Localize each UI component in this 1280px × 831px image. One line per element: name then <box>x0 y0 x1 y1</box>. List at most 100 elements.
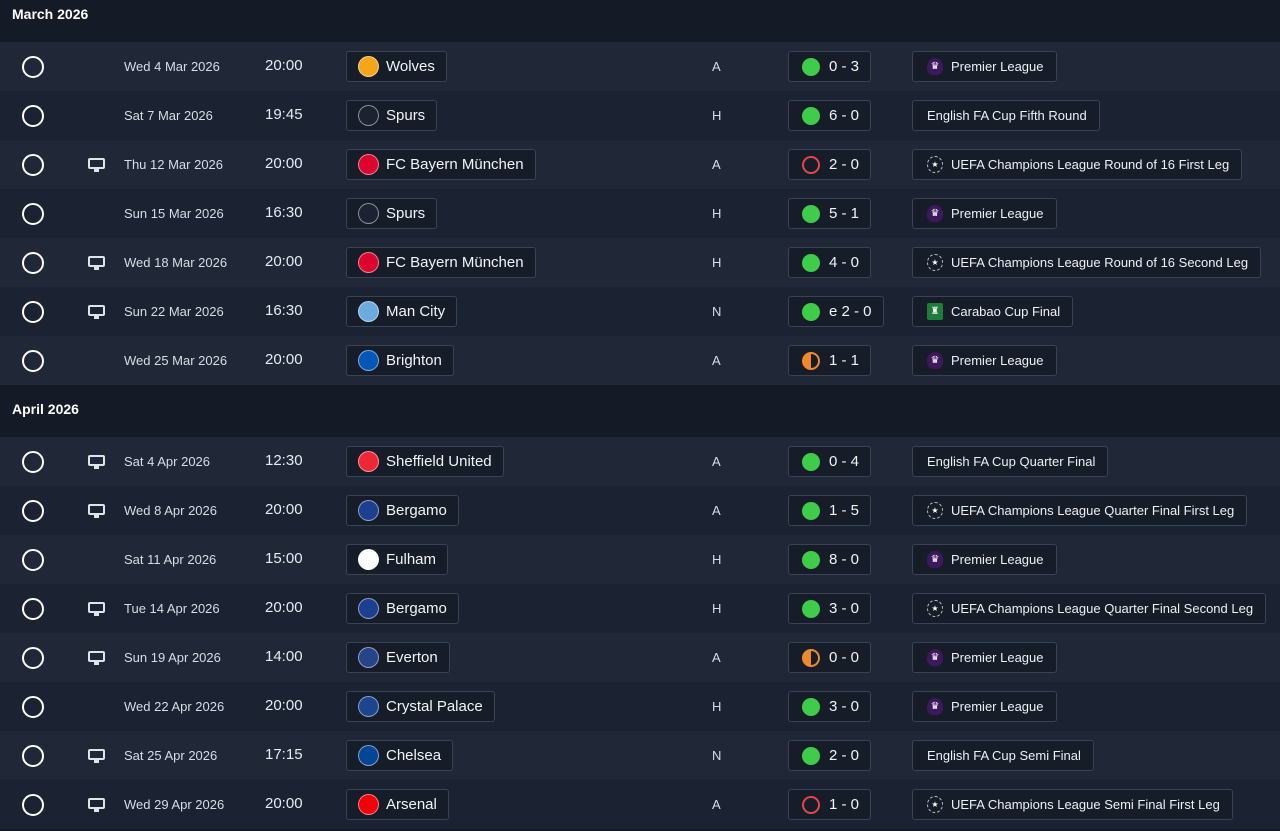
fixture-row[interactable]: Sat 11 Apr 2026 15:00 Fulham H 8 - 0 ♛ P… <box>0 535 1280 584</box>
match-time: 15:00 <box>265 550 303 567</box>
opponent-button[interactable]: Wolves <box>346 51 447 82</box>
result-button[interactable]: 3 - 0 <box>788 593 872 624</box>
opponent-button[interactable]: FC Bayern München <box>346 247 536 278</box>
competition-button[interactable]: ★ UEFA Champions League Quarter Final Se… <box>912 593 1267 624</box>
result-button[interactable]: 2 - 0 <box>788 149 872 180</box>
competition-button[interactable]: ★ UEFA Champions League Semi Final First… <box>912 789 1233 820</box>
premier-league-icon: ♛ <box>927 205 943 222</box>
result-button[interactable]: e 2 - 0 <box>788 296 884 327</box>
opponent-name: Spurs <box>386 205 426 222</box>
result-button[interactable]: 1 - 1 <box>788 345 872 376</box>
match-time: 17:15 <box>265 746 303 763</box>
fixture-row[interactable]: Wed 8 Apr 2026 20:00 Bergamo A 1 - 5 ★ U… <box>0 486 1280 535</box>
fixture-row[interactable]: Thu 12 Mar 2026 20:00 FC Bayern München … <box>0 140 1280 189</box>
arsenal-badge-icon <box>358 794 379 815</box>
select-radio[interactable] <box>22 500 44 522</box>
select-radio[interactable] <box>22 56 44 78</box>
select-radio[interactable] <box>22 794 44 816</box>
select-radio[interactable] <box>22 696 44 718</box>
competition-button[interactable]: ♛ Premier League <box>912 51 1057 82</box>
result-button[interactable]: 5 - 1 <box>788 198 872 229</box>
competition-button[interactable]: ♛ Premier League <box>912 345 1057 376</box>
fixture-row[interactable]: Wed 18 Mar 2026 20:00 FC Bayern München … <box>0 238 1280 287</box>
fixture-row[interactable]: Sat 25 Apr 2026 17:15 Chelsea N 2 - 0 En… <box>0 731 1280 780</box>
opponent-button[interactable]: Chelsea <box>346 740 454 771</box>
fixture-row[interactable]: Wed 29 Apr 2026 20:00 Arsenal A 1 - 0 ★ … <box>0 780 1280 829</box>
fixture-row[interactable]: Sat 7 Mar 2026 19:45 Spurs H 6 - 0 Engli… <box>0 91 1280 140</box>
result-button[interactable]: 0 - 4 <box>788 446 872 477</box>
select-radio[interactable] <box>22 301 44 323</box>
fixture-rows: Wed 4 Mar 2026 20:00 Wolves A 0 - 3 ♛ Pr… <box>0 42 1280 385</box>
opponent-button[interactable]: Bergamo <box>346 495 459 526</box>
venue: H <box>712 206 722 221</box>
select-radio[interactable] <box>22 549 44 571</box>
result-button[interactable]: 3 - 0 <box>788 691 872 722</box>
premier-league-icon: ♛ <box>927 649 943 666</box>
competition-button[interactable]: ★ UEFA Champions League Quarter Final Fi… <box>912 495 1248 526</box>
competition-button[interactable]: ♛ Premier League <box>912 198 1057 229</box>
fulham-badge-icon <box>358 549 379 570</box>
match-date: Sat 11 Apr 2026 <box>124 552 217 567</box>
competition-button[interactable]: ♛ Premier League <box>912 691 1057 722</box>
result-button[interactable]: 8 - 0 <box>788 544 872 575</box>
select-radio[interactable] <box>22 203 44 225</box>
match-time: 20:00 <box>265 351 303 368</box>
select-radio[interactable] <box>22 350 44 372</box>
competition-button[interactable]: English FA Cup Semi Final <box>912 740 1094 771</box>
select-radio[interactable] <box>22 252 44 274</box>
opponent-button[interactable]: Arsenal <box>346 789 449 820</box>
fixture-rows: Sat 4 Apr 2026 12:30 Sheffield United A … <box>0 437 1280 829</box>
fixture-row[interactable]: Sun 22 Mar 2026 16:30 Man City N e 2 - 0… <box>0 287 1280 336</box>
result-button[interactable]: 0 - 0 <box>788 642 872 673</box>
fixture-row[interactable]: Wed 25 Mar 2026 20:00 Brighton A 1 - 1 ♛… <box>0 336 1280 385</box>
competition-button[interactable]: English FA Cup Quarter Final <box>912 446 1109 477</box>
competition-button[interactable]: ♛ Premier League <box>912 544 1057 575</box>
opponent-button[interactable]: Spurs <box>346 100 438 131</box>
select-radio[interactable] <box>22 154 44 176</box>
opponent-button[interactable]: FC Bayern München <box>346 149 536 180</box>
match-time: 14:00 <box>265 648 303 665</box>
fixture-row[interactable]: Wed 4 Mar 2026 20:00 Wolves A 0 - 3 ♛ Pr… <box>0 42 1280 91</box>
opponent-button[interactable]: Fulham <box>346 544 449 575</box>
match-date: Sat 25 Apr 2026 <box>124 748 218 763</box>
result-button[interactable]: 2 - 0 <box>788 740 872 771</box>
result-button[interactable]: 0 - 3 <box>788 51 872 82</box>
opponent-button[interactable]: Sheffield United <box>346 446 504 477</box>
select-radio[interactable] <box>22 745 44 767</box>
opponent-button[interactable]: Crystal Palace <box>346 691 495 722</box>
select-radio[interactable] <box>22 647 44 669</box>
fixture-row[interactable]: Tue 14 Apr 2026 20:00 Bergamo H 3 - 0 ★ … <box>0 584 1280 633</box>
opponent-button[interactable]: Spurs <box>346 198 438 229</box>
fixture-row[interactable]: Wed 22 Apr 2026 20:00 Crystal Palace H 3… <box>0 682 1280 731</box>
select-radio[interactable] <box>22 598 44 620</box>
match-date: Sat 4 Apr 2026 <box>124 454 211 469</box>
result-button[interactable]: 6 - 0 <box>788 100 872 131</box>
match-time: 16:30 <box>265 302 303 319</box>
man-city-badge-icon <box>358 301 379 322</box>
competition-name: Premier League <box>951 650 1044 665</box>
result-button[interactable]: 1 - 0 <box>788 789 872 820</box>
competition-button[interactable]: ★ UEFA Champions League Round of 16 Seco… <box>912 247 1262 278</box>
fixture-row[interactable]: Sun 15 Mar 2026 16:30 Spurs H 5 - 1 ♛ Pr… <box>0 189 1280 238</box>
competition-name: UEFA Champions League Round of 16 Second… <box>951 255 1249 270</box>
fixture-row[interactable]: Sat 4 Apr 2026 12:30 Sheffield United A … <box>0 437 1280 486</box>
venue: A <box>712 59 721 74</box>
result-button[interactable]: 1 - 5 <box>788 495 872 526</box>
opponent-name: Bergamo <box>386 502 447 519</box>
opponent-button[interactable]: Brighton <box>346 345 454 376</box>
match-date: Wed 4 Mar 2026 <box>124 59 220 74</box>
opponent-button[interactable]: Bergamo <box>346 593 459 624</box>
fixture-row[interactable]: Sun 19 Apr 2026 14:00 Everton A 0 - 0 ♛ … <box>0 633 1280 682</box>
select-radio[interactable] <box>22 105 44 127</box>
score: 4 - 0 <box>829 254 860 271</box>
competition-button[interactable]: ♜ Carabao Cup Final <box>912 296 1074 327</box>
opponent-button[interactable]: Everton <box>346 642 450 673</box>
opponent-button[interactable]: Man City <box>346 296 458 327</box>
result-button[interactable]: 4 - 0 <box>788 247 872 278</box>
competition-button[interactable]: ★ UEFA Champions League Round of 16 Firs… <box>912 149 1243 180</box>
competition-button[interactable]: ♛ Premier League <box>912 642 1057 673</box>
score: 0 - 3 <box>829 58 860 75</box>
select-radio[interactable] <box>22 451 44 473</box>
opponent-name: Wolves <box>386 58 435 75</box>
competition-button[interactable]: English FA Cup Fifth Round <box>912 100 1100 131</box>
